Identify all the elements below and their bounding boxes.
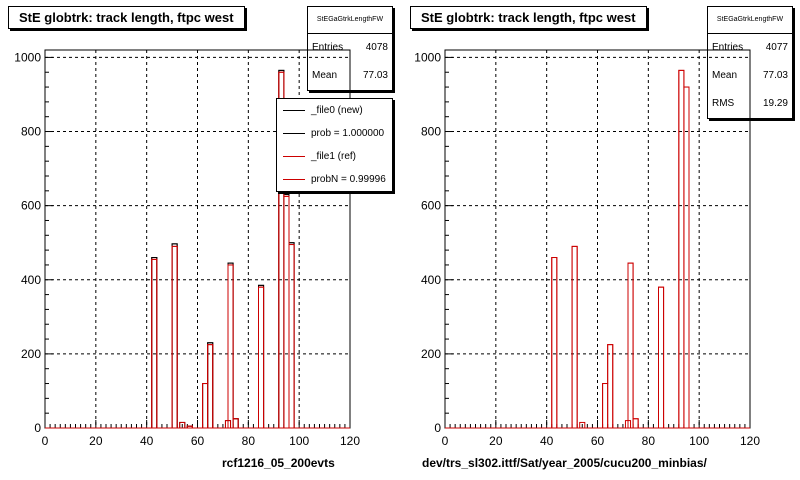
histogram-bin (683, 86, 690, 429)
histogram-bin (258, 286, 265, 429)
chart-title: StE globtrk: track length, ftpc west (8, 6, 245, 29)
histogram-bin (283, 195, 290, 429)
x-tick-label: 100 (689, 434, 709, 448)
histogram-bin (602, 383, 609, 429)
histogram-bin (207, 342, 214, 429)
legend-entry: prob = 1.000000 (277, 122, 392, 145)
legend-label: prob = 1.000000 (311, 128, 385, 139)
histogram-bin (258, 284, 265, 429)
legend-label: probN = 0.99996 (311, 174, 386, 185)
stats-label: Mean (312, 70, 338, 81)
histogram-chart: 0 20 40 60 80 100 120 0 200 400 600 800 1000 (14, 49, 360, 448)
histogram-bin (627, 262, 634, 429)
left-panel: StE globtrk: track length, ftpc west StE… (8, 6, 393, 470)
histogram-bin (171, 245, 178, 429)
histogram-bin (232, 418, 239, 429)
histogram-bin (151, 258, 158, 429)
histogram-bin (179, 421, 186, 429)
x-tick-label: 20 (489, 434, 503, 448)
dataset-label: rcf1216_05_200evts (222, 456, 335, 470)
histogram-bin (579, 421, 586, 429)
histogram-bin (202, 383, 209, 429)
dataset-label: dev/trs_sl302.ittf/Sat/year_2005/cucu200… (422, 456, 707, 470)
legend-label: _file1 (ref) (311, 151, 357, 162)
legend-entry: probN = 0.99996 (277, 168, 392, 191)
histogram-bin (232, 418, 239, 429)
histogram-bin (607, 344, 614, 429)
y-tick-label: 200 (421, 347, 441, 361)
histogram-chart: 0 20 40 60 80 100 120 0 200 400 600 800 1000 (414, 49, 760, 448)
x-tick-label: 20 (89, 434, 103, 448)
histogram-bin (227, 264, 234, 429)
x-tick-label: 0 (442, 434, 449, 448)
right-panel: StE globtrk: track length, ftpc west StE… (400, 0, 800, 480)
stats-name: StEGaGtrkLengthFW (308, 7, 392, 34)
histogram-bin (551, 257, 558, 429)
x-tick-label: 100 (289, 434, 309, 448)
x-tick-label: 80 (242, 434, 256, 448)
histogram-bin (288, 242, 295, 429)
histogram-bin (186, 425, 193, 429)
stats-value: 4078 (365, 42, 388, 53)
histogram-bin (171, 243, 178, 429)
stats-label: Entries (312, 42, 344, 53)
legend-swatch (283, 133, 305, 134)
y-tick-label: 400 (421, 273, 441, 287)
x-tick-label: 120 (340, 434, 360, 448)
stats-value: 19.29 (762, 98, 788, 109)
y-tick-label: 600 (21, 199, 41, 213)
histogram-bin (202, 383, 209, 429)
histogram-bin (678, 69, 685, 429)
y-tick-label: 200 (21, 347, 41, 361)
chart-title: StE globtrk: track length, ftpc west (410, 6, 647, 29)
legend-swatch (283, 179, 305, 180)
stats-row-mean: Mean 77.03 (708, 62, 792, 90)
y-tick-label: 1000 (14, 50, 41, 64)
legend-swatch (283, 156, 305, 157)
x-tick-label: 80 (642, 434, 656, 448)
y-tick-label: 400 (21, 273, 41, 287)
histogram-bin (283, 194, 290, 429)
y-tick-label: 800 (21, 125, 41, 139)
stats-name: StEGaGtrkLengthFW (708, 7, 792, 34)
x-tick-label: 0 (42, 434, 49, 448)
stats-row-entries: Entries 4078 (308, 34, 392, 62)
legend: _file0 (new) prob = 1.000000 _file1 (ref… (276, 98, 393, 192)
stats-label: Entries (712, 42, 744, 53)
stats-value: 77.03 (362, 70, 388, 81)
stats-value: 4077 (765, 42, 788, 53)
legend-swatch (283, 110, 305, 111)
legend-entry: _file0 (new) (277, 99, 392, 122)
stats-value: 77.03 (762, 70, 788, 81)
stats-label: Mean (712, 70, 738, 81)
x-tick-label: 60 (591, 434, 605, 448)
y-tick-label: 0 (34, 421, 41, 435)
stats-label: RMS (712, 98, 735, 109)
x-tick-label: 40 (540, 434, 554, 448)
x-tick-label: 60 (191, 434, 205, 448)
histogram-bin (288, 244, 295, 429)
histogram-bin (632, 418, 639, 429)
histogram-bin (151, 257, 158, 429)
histogram-bin (658, 286, 665, 429)
legend-entry: _file1 (ref) (277, 145, 392, 168)
stats-row-mean: Mean 77.03 (308, 62, 392, 90)
histogram-bin (571, 245, 578, 429)
x-tick-label: 40 (140, 434, 154, 448)
y-tick-label: 1000 (414, 50, 441, 64)
histogram-bin (207, 344, 214, 429)
y-tick-label: 600 (421, 199, 441, 213)
y-tick-label: 800 (421, 125, 441, 139)
legend-label: _file0 (new) (311, 105, 363, 116)
y-tick-label: 0 (434, 421, 441, 435)
stats-row-rms: RMS 19.29 (708, 90, 792, 118)
histogram-bin (227, 262, 234, 429)
stats-row-entries: Entries 4077 (708, 34, 792, 62)
x-tick-label: 120 (740, 434, 760, 448)
